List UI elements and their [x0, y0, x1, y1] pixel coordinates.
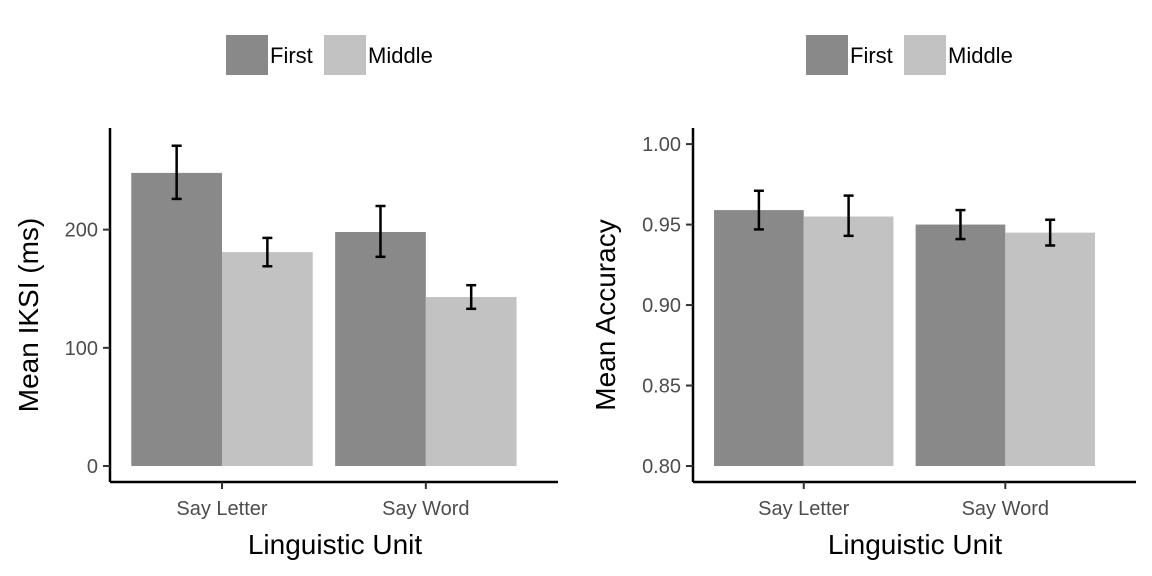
legend-swatch-first [806, 35, 848, 75]
legend-swatch-first [226, 35, 268, 75]
y-tick-label: 100 [65, 338, 98, 360]
y-tick-label: 0.85 [642, 376, 681, 398]
error-bar-first-say-word [375, 204, 386, 259]
legend-label-first: First [270, 43, 313, 68]
x-tick-label: Say Word [382, 498, 469, 520]
bar-middle-say-letter [803, 216, 894, 466]
error-bar-middle-say-word [1045, 218, 1056, 247]
x-tick-label: Say Letter [176, 498, 268, 520]
x-tick-label: Say Letter [758, 498, 850, 520]
y-tick-label: 0.90 [642, 295, 681, 317]
y-tick-label: 1.00 [642, 134, 681, 156]
chart-panel-1: First Middle 0 100 200 Say Letter Say Word Ling… [13, 35, 558, 560]
chart-panel-2: First Middle 0.80 0.85 0.90 0.95 1.00 Say Lette… [590, 35, 1136, 560]
y-axis-title: Mean IKSI (ms) [13, 218, 44, 412]
bar-middle-say-letter [222, 252, 313, 466]
legend-label-middle: Middle [948, 43, 1013, 68]
y-tick-label: 0 [87, 456, 98, 478]
y-tick-label: 0.95 [642, 215, 681, 237]
error-bar-first-say-letter [171, 144, 182, 201]
bar-first-say-word [335, 232, 426, 466]
legend-label-middle: Middle [368, 43, 433, 68]
bar-first-say-word [915, 224, 1006, 466]
y-tick-label: 0.80 [642, 456, 681, 478]
x-axis-title: Linguistic Unit [248, 529, 423, 560]
legend-label-first: First [850, 43, 893, 68]
y-tick-label: 200 [65, 220, 98, 242]
legend: First Middle [226, 35, 433, 75]
bar-middle-say-word [1005, 232, 1096, 466]
legend-swatch-middle [904, 35, 946, 75]
y-axis-title: Mean Accuracy [590, 219, 621, 410]
error-bar-first-say-letter [753, 189, 764, 231]
error-bar-middle-say-word [466, 283, 477, 311]
x-axis-title: Linguistic Unit [828, 529, 1003, 560]
bar-middle-say-word [425, 297, 517, 466]
bar-first-say-letter [714, 210, 804, 466]
bar-first-say-letter [131, 172, 222, 466]
x-tick-label: Say Word [962, 498, 1049, 520]
error-bar-middle-say-letter [843, 194, 854, 238]
error-bar-middle-say-letter [262, 236, 273, 268]
legend: First Middle [806, 35, 1013, 75]
error-bar-first-say-word [955, 208, 966, 241]
legend-swatch-middle [324, 35, 366, 75]
